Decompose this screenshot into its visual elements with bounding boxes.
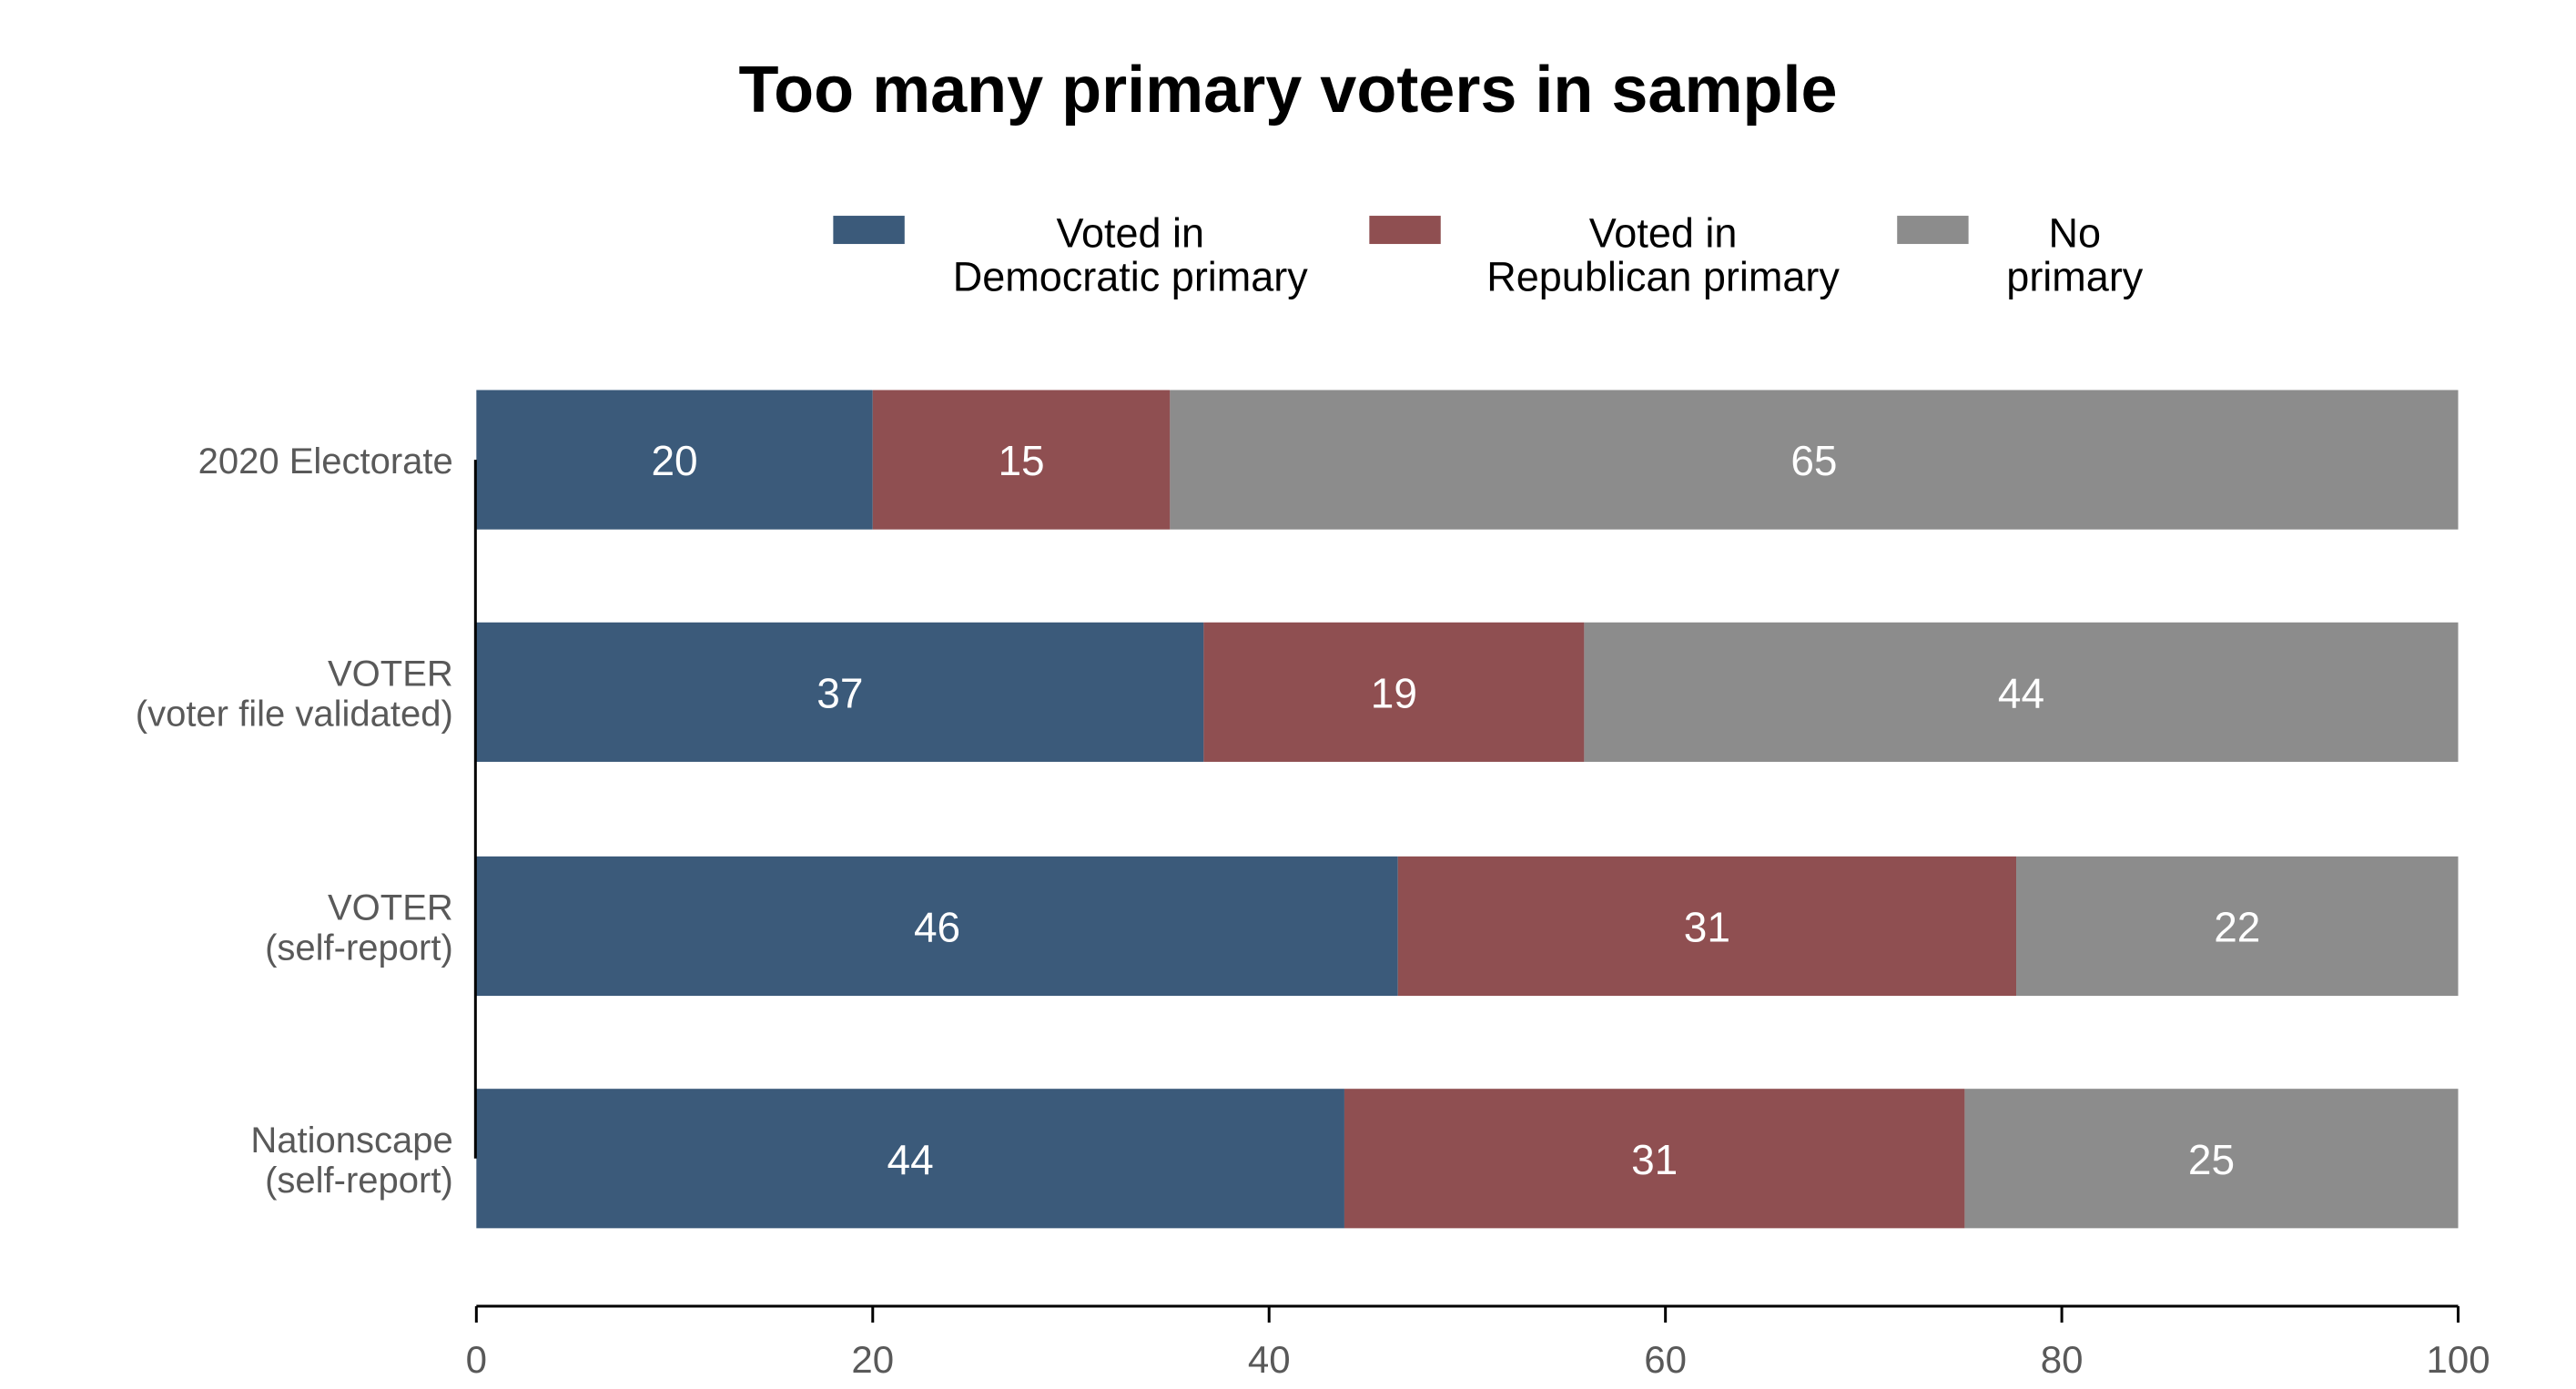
bar-segment [872, 390, 1171, 530]
bar-segment [476, 856, 1398, 997]
bar-segment [476, 1089, 1344, 1229]
data-label: 46 [914, 903, 960, 950]
x-tick-label: 100 [2426, 1338, 2490, 1381]
x-tick-label: 80 [2041, 1338, 2084, 1381]
y-tick-label: (self-report) [265, 928, 453, 968]
y-tick-label: (voter file validated) [136, 694, 453, 734]
bar-segment [1397, 856, 2017, 997]
bar-segment [2016, 856, 2459, 997]
data-label: 65 [1790, 437, 1837, 484]
bar-segment [1584, 622, 2459, 762]
data-label: 37 [816, 669, 863, 716]
data-label: 44 [887, 1136, 934, 1183]
bar-segment [476, 390, 873, 530]
legend-swatch [1897, 216, 1969, 245]
legend-label: Republican primary [1486, 254, 1840, 300]
data-label: 22 [2214, 903, 2260, 950]
x-axis: 0 20 40 60 80 100 [466, 460, 2490, 1381]
data-label: 31 [1631, 1136, 1678, 1183]
legend-label: Democratic primary [953, 254, 1309, 300]
data-label: 31 [1684, 903, 1730, 950]
x-tick-label: 20 [851, 1338, 894, 1381]
legend-swatch [833, 216, 905, 245]
bar-segment [1203, 622, 1585, 762]
bar-segment [1170, 390, 2459, 530]
data-label: 19 [1371, 669, 1417, 716]
data-label: 44 [1998, 669, 2044, 716]
bar-segment [476, 622, 1204, 762]
y-tick-label: VOTER [328, 654, 453, 694]
data-label: 20 [651, 437, 697, 484]
y-tick-label: 2020 Electorate [198, 441, 453, 482]
y-tick-label: (self-report) [265, 1161, 453, 1201]
chart-title: Too many primary voters in sample [738, 54, 1838, 127]
x-tick-label: 0 [466, 1338, 487, 1381]
y-tick-label: VOTER [328, 887, 453, 928]
y-tick-label: Nationscape [250, 1120, 452, 1161]
legend-label: primary [2006, 254, 2144, 300]
bar-segment [1344, 1089, 1965, 1229]
legend-label: Voted in [1056, 209, 1204, 256]
x-tick-label: 40 [1248, 1338, 1291, 1381]
legend-label: Voted in [1589, 209, 1738, 256]
bar-segment [1964, 1089, 2459, 1229]
legend-label: No [2049, 209, 2102, 256]
data-label: 25 [2188, 1136, 2235, 1183]
x-tick-label: 60 [1644, 1338, 1687, 1381]
legend-swatch [1369, 216, 1441, 245]
plot-area: 20 15 65 37 19 44 46 31 22 44 31 25 [476, 390, 2459, 1229]
data-label: 15 [998, 437, 1044, 484]
